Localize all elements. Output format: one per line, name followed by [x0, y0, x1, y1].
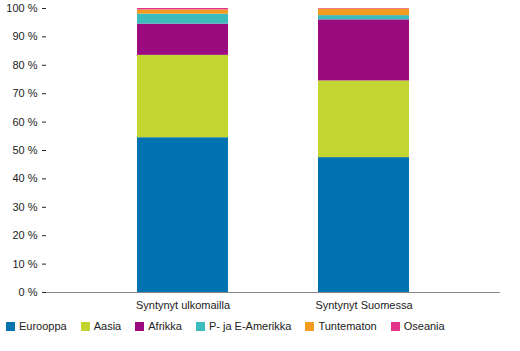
svg-text:40 %: 40 %	[12, 172, 37, 184]
html-text:P- ja E-Amerikka: P- ja E-Amerikka	[208, 320, 292, 332]
svg-text:50 %: 50 %	[12, 144, 37, 156]
svg-text:80 %: 80 %	[12, 59, 37, 71]
svg-text:30 %: 30 %	[12, 201, 37, 213]
svg-text:Syntynyt Suomessa: Syntynyt Suomessa	[315, 299, 413, 311]
html-text:Oseania: Oseania	[403, 320, 445, 332]
html-text:Eurooppa: Eurooppa	[19, 320, 67, 332]
svg-text:0 %: 0 %	[19, 286, 38, 298]
svg-text:10 %: 10 %	[12, 258, 37, 270]
html-text:Afrikka: Afrikka	[148, 320, 182, 332]
svg-text:100 %: 100 %	[6, 2, 37, 14]
html-text:Tuntematon: Tuntematon	[318, 320, 377, 332]
html-text:Aasia: Aasia	[93, 320, 122, 332]
svg-text:Syntynyt ulkomailla: Syntynyt ulkomailla	[136, 299, 231, 311]
svg-text:60 %: 60 %	[12, 116, 37, 128]
svg-text:20 %: 20 %	[12, 229, 37, 241]
svg-text:70 %: 70 %	[12, 87, 37, 99]
svg-text:90 %: 90 %	[12, 30, 37, 42]
